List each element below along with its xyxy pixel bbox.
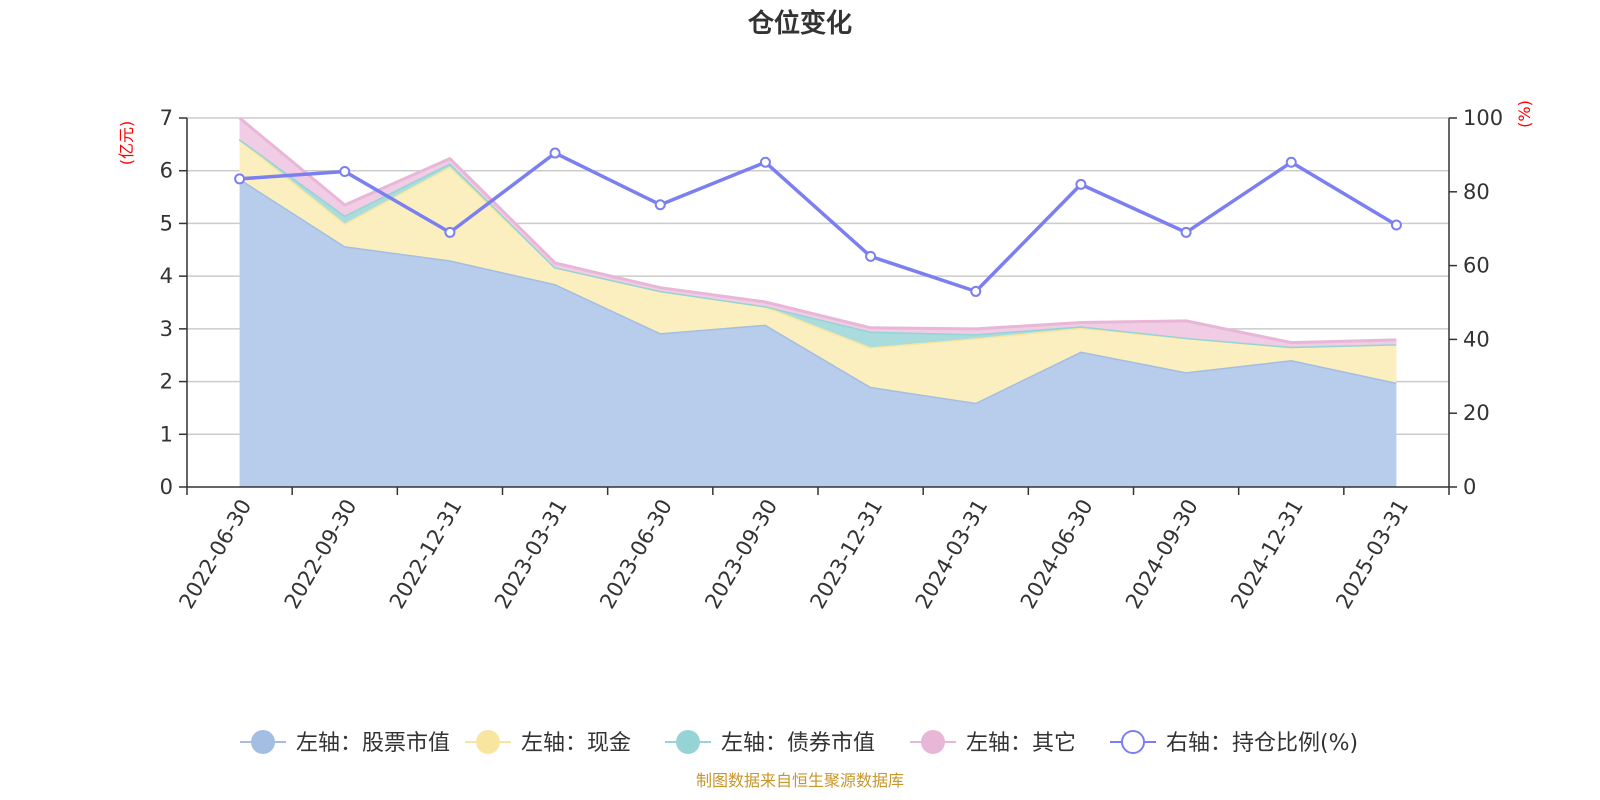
legend-marker [676, 730, 700, 754]
left-axis-tick-label: 7 [160, 106, 173, 130]
x-axis-tick-label: 2023-06-30 [595, 495, 677, 613]
area-series [238, 116, 1397, 487]
holding-ratio-point [759, 156, 771, 168]
area-series-1 [239, 139, 1397, 403]
right-axis-tick-label: 60 [1463, 254, 1490, 278]
holding-ratio-point [1390, 219, 1402, 231]
left-axis-tick-label: 4 [160, 264, 173, 288]
area-series-edge-3 [238, 116, 1397, 345]
legend-item-4: 右轴：持仓比例(%) [1110, 730, 1358, 756]
holding-ratio-point [1075, 178, 1087, 190]
right-axis-tick-label: 80 [1463, 180, 1490, 204]
x-axis-tick-label: 2024-06-30 [1016, 495, 1098, 613]
legend-item-0: 左轴：股票市值 [240, 730, 450, 756]
holding-ratio-point [549, 147, 561, 159]
right-axis-tick-label: 100 [1463, 106, 1503, 130]
holding-ratio-point [654, 199, 666, 211]
legend-label: 左轴：现金 [521, 731, 631, 756]
x-axis-tick-label: 2023-03-31 [490, 495, 572, 613]
right-axis-tick-label: 0 [1463, 475, 1476, 499]
right-axis-tick-label: 20 [1463, 401, 1490, 425]
left-axis-tick-label: 6 [160, 159, 173, 183]
x-axis-tick-label: 2023-12-31 [805, 495, 887, 613]
legend-item-2: 左轴：债券市值 [665, 730, 875, 756]
source-note: 制图数据来自恒生聚源数据库 [696, 771, 904, 790]
left-axis-tick-label: 2 [160, 370, 173, 394]
legend-item-3: 左轴：其它 [910, 730, 1076, 756]
line-series [234, 147, 1402, 297]
x-axis-tick-label: 2022-12-31 [385, 495, 467, 613]
legend-marker [1121, 730, 1145, 754]
holding-ratio-point [444, 226, 456, 238]
left-axis-unit: (亿元) [117, 121, 136, 166]
right-axis-unit: (%) [1515, 100, 1534, 128]
holding-ratio-point [1285, 156, 1297, 168]
holding-ratio-point [865, 250, 877, 262]
legend-marker [921, 730, 945, 754]
chart-title: 仓位变化 [747, 8, 852, 39]
x-axis-tick-label: 2022-09-30 [280, 495, 362, 613]
legend-label: 右轴：持仓比例(%) [1166, 731, 1358, 756]
right-axis-tick-label: 40 [1463, 327, 1490, 351]
legend-marker [476, 730, 500, 754]
legend-label: 左轴：股票市值 [296, 731, 450, 756]
x-axis-tick-label: 2025-03-31 [1331, 495, 1413, 613]
x-axis-tick-label: 2024-03-31 [911, 495, 993, 613]
holding-ratio-point [970, 285, 982, 297]
x-axis-tick-label: 2024-12-31 [1226, 495, 1308, 613]
holding-ratio-line [239, 151, 1398, 294]
holding-ratio-point [1180, 226, 1192, 238]
legend-item-1: 左轴：现金 [465, 730, 631, 756]
left-axis-tick-label: 3 [160, 317, 173, 341]
area-series-0 [239, 178, 1397, 487]
legend-label: 左轴：债券市值 [721, 731, 875, 756]
left-axis-tick-label: 5 [160, 211, 173, 235]
left-axis-tick-label: 0 [160, 475, 173, 499]
holding-ratio-point [339, 166, 351, 178]
x-axis-tick-label: 2023-09-30 [700, 495, 782, 613]
legend-label: 左轴：其它 [966, 731, 1076, 756]
left-axis-tick-label: 1 [160, 422, 173, 446]
x-axis-tick-label: 2024-09-30 [1121, 495, 1203, 613]
holding-ratio-point [234, 173, 246, 185]
x-axis-tick-label: 2022-06-30 [174, 495, 256, 613]
legend: 左轴：股票市值 左轴：现金 左轴：债券市值 左轴：其它 右轴：持仓比例(%) [240, 730, 1358, 756]
legend-marker [251, 730, 275, 754]
